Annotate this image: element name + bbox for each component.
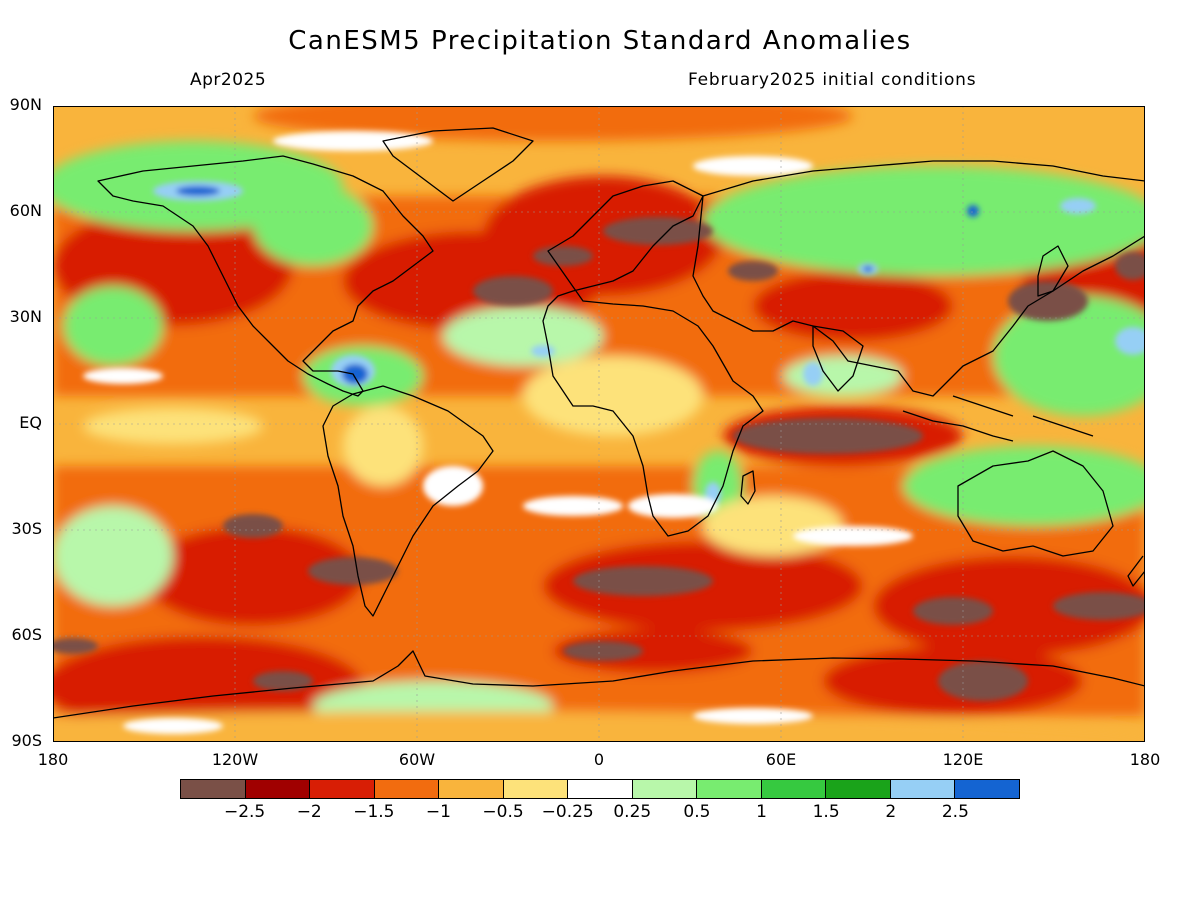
legend-swatch (955, 780, 1019, 798)
forecast-month-label: Apr2025 (190, 70, 267, 90)
legend-swatch (439, 780, 504, 798)
lat-label-30n: 30N (9, 307, 42, 326)
coastlines (53, 127, 1145, 719)
legend-tick-label: −2.5 (223, 802, 266, 822)
legend-swatch (374, 780, 440, 798)
legend-tick-label: −1.5 (353, 802, 395, 822)
legend-tick-label: −0.25 (541, 802, 594, 822)
lon-label-120e: 120E (942, 750, 984, 769)
initial-conditions-label: February2025 initial conditions (688, 70, 977, 90)
legend-tick-label: 2.5 (941, 802, 969, 822)
legend-swatch (568, 780, 633, 798)
legend-swatch (245, 780, 311, 798)
lon-label-180w: 180 (37, 750, 69, 769)
graticule (53, 106, 1145, 742)
legend-swatch (890, 780, 956, 798)
legend-swatch (310, 780, 375, 798)
lat-label-60n: 60N (9, 201, 42, 220)
legend-swatch (181, 780, 246, 798)
legend-swatch (503, 780, 569, 798)
legend-swatch (826, 780, 891, 798)
lat-label-eq: EQ (19, 413, 42, 432)
legend-tick-label: 1 (756, 802, 767, 822)
map-title: CanESM5 Precipitation Standard Anomalies (288, 26, 912, 56)
anomaly-map (53, 106, 1145, 742)
legend-tick-label: 0.25 (613, 802, 652, 822)
legend-swatch (761, 780, 827, 798)
legend-tick-label: −2 (296, 802, 322, 822)
lon-label-0: 0 (593, 750, 605, 769)
lon-label-60w: 60W (398, 750, 436, 769)
legend-tick-label: −0.5 (482, 802, 524, 822)
legend-tick-label: −1 (425, 802, 451, 822)
legend-tick-label: 2 (885, 802, 897, 822)
lat-label-30s: 30S (11, 519, 42, 538)
lat-label-90n: 90N (9, 95, 42, 114)
color-scale-bar (180, 779, 1020, 799)
legend-swatch (697, 780, 762, 798)
lon-label-120w: 120W (211, 750, 259, 769)
anomaly-field (53, 106, 1145, 742)
legend-swatch (632, 780, 698, 798)
lon-label-180e: 180 (1129, 750, 1161, 769)
lon-label-60e: 60E (765, 750, 797, 769)
legend-tick-label: 1.5 (812, 802, 840, 822)
map-frame (53, 106, 1145, 742)
lat-label-60s: 60S (11, 625, 42, 644)
lat-label-90s: 90S (11, 731, 42, 750)
legend-tick-label: 0.5 (683, 802, 711, 822)
